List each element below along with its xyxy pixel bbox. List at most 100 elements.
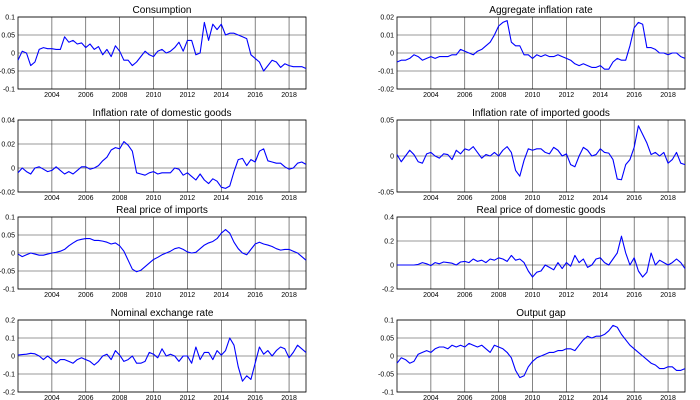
chart-panel-8: Output gap -0.1 -0.05 0 0.05 0.1 2004 2006 2008 2…: [378, 308, 686, 400]
x-tick-label: 2016: [247, 395, 263, 400]
x-tick-label: 2008: [491, 395, 507, 400]
chart-panel-5: Real price of imports -0.1 -0.05 0 0.05 0.1 20…: [0, 205, 307, 299]
x-tick-label: 2004: [44, 195, 60, 202]
plot-frame: [17, 16, 307, 90]
plot-frame: [396, 319, 686, 393]
chart-panel-7: Nominal exchange rate -0.2 -0.1 0 0.1 0.2 2004…: [3, 308, 307, 400]
y-tick-label: 0.02: [1, 142, 15, 149]
y-tick-label: -0.05: [0, 69, 15, 76]
y-tick-label: 0.4: [384, 215, 394, 222]
y-tick-label: -0.2: [382, 287, 394, 294]
chart-title: Inflation rate of imported goods: [472, 108, 610, 119]
chart-panel-2: Aggregate inflation rate -0.02 -0.01 0 0.01 0…: [378, 5, 686, 99]
y-tick-label: -0.2: [3, 390, 15, 397]
x-tick-label: 2008: [112, 395, 128, 400]
series-line: [17, 337, 307, 382]
y-tick-label: 0.1: [5, 15, 15, 22]
x-tick-label: 2008: [112, 92, 128, 99]
chart-title: Inflation rate of domestic goods: [93, 108, 232, 119]
x-tick-label: 2018: [660, 92, 676, 99]
x-tick-label: 2014: [214, 395, 230, 400]
y-tick-label: 0.1: [5, 215, 15, 222]
x-tick-label: 2018: [281, 395, 297, 400]
y-tick-label: -0.01: [378, 69, 394, 76]
x-tick-label: 2006: [457, 92, 473, 99]
x-tick-label: 2004: [423, 395, 439, 400]
y-tick-label: -0.05: [378, 372, 394, 379]
x-tick-label: 2012: [180, 395, 196, 400]
plot-frame: [17, 119, 307, 193]
x-tick-label: 2004: [44, 92, 60, 99]
y-tick-label: -0.02: [378, 87, 394, 94]
y-tick-label: 0.1: [384, 318, 394, 325]
x-tick-label: 2006: [457, 395, 473, 400]
x-tick-label: 2006: [78, 292, 94, 299]
y-tick-label: -0.1: [3, 287, 15, 294]
y-tick-label: -0.05: [378, 190, 394, 197]
x-tick-label: 2008: [112, 292, 128, 299]
x-tick-label: 2014: [593, 195, 609, 202]
series-line: [17, 229, 307, 273]
x-tick-label: 2014: [593, 292, 609, 299]
x-tick-label: 2018: [281, 195, 297, 202]
x-tick-label: 2014: [593, 92, 609, 99]
chart-title: Nominal exchange rate: [111, 308, 214, 319]
y-tick-label: -0.1: [382, 390, 394, 397]
series-line: [397, 235, 686, 278]
y-tick-label: 0.2: [5, 318, 15, 325]
chart-title: Real price of imports: [116, 205, 208, 216]
y-tick-label: 0.2: [384, 239, 394, 246]
y-tick-label: -0.1: [3, 87, 15, 94]
x-tick-label: 2012: [559, 92, 575, 99]
chart-title: Real price of domestic goods: [477, 205, 606, 216]
y-tick-label: 0: [390, 354, 394, 361]
chart-title: Output gap: [516, 308, 566, 319]
x-tick-label: 2012: [180, 195, 196, 202]
series-line: [17, 141, 307, 189]
x-tick-label: 2010: [525, 92, 541, 99]
chart-panel-6: Real price of domestic goods -0.2 0 0.2 0.4 2…: [382, 205, 686, 299]
x-tick-label: 2010: [146, 195, 162, 202]
x-tick-label: 2004: [423, 92, 439, 99]
y-tick-label: 0: [11, 251, 15, 258]
x-tick-label: 2008: [112, 195, 128, 202]
x-tick-label: 2012: [180, 292, 196, 299]
x-tick-label: 2006: [78, 195, 94, 202]
y-tick-label: 0.05: [380, 118, 394, 125]
y-tick-label: -0.05: [0, 269, 15, 276]
y-tick-label: 0.04: [1, 118, 15, 125]
x-tick-label: 2018: [660, 195, 676, 202]
y-tick-label: 0: [11, 354, 15, 361]
x-tick-label: 2016: [626, 292, 642, 299]
y-tick-label: -0.1: [3, 372, 15, 379]
chart-title: Aggregate inflation rate: [489, 5, 593, 16]
y-tick-label: 0: [390, 51, 394, 58]
x-tick-label: 2016: [247, 292, 263, 299]
y-tick-label: 0.02: [380, 15, 394, 22]
x-tick-label: 2004: [44, 395, 60, 400]
series-line: [17, 21, 307, 72]
x-tick-label: 2010: [146, 395, 162, 400]
x-tick-label: 2012: [559, 395, 575, 400]
y-tick-label: 0: [11, 51, 15, 58]
x-tick-label: 2014: [214, 292, 230, 299]
x-tick-label: 2010: [146, 292, 162, 299]
x-tick-label: 2010: [525, 395, 541, 400]
series-line: [396, 20, 686, 70]
y-tick-label: 0: [390, 154, 394, 161]
y-tick-label: 0: [390, 263, 394, 270]
plot-frame: [396, 119, 686, 193]
chart-title: Consumption: [133, 5, 192, 16]
y-tick-label: -0.02: [0, 190, 15, 197]
chart-panel-3: Inflation rate of domestic goods -0.02 0 0.…: [0, 108, 307, 202]
x-tick-label: 2016: [626, 395, 642, 400]
plot-frame: [396, 216, 686, 290]
y-tick-label: 0.05: [380, 336, 394, 343]
plot-frame: [396, 16, 686, 90]
series-line: [396, 324, 686, 379]
x-tick-label: 2008: [491, 92, 507, 99]
y-tick-label: 0.05: [1, 33, 15, 40]
x-tick-label: 2016: [247, 92, 263, 99]
x-tick-label: 2012: [559, 195, 575, 202]
